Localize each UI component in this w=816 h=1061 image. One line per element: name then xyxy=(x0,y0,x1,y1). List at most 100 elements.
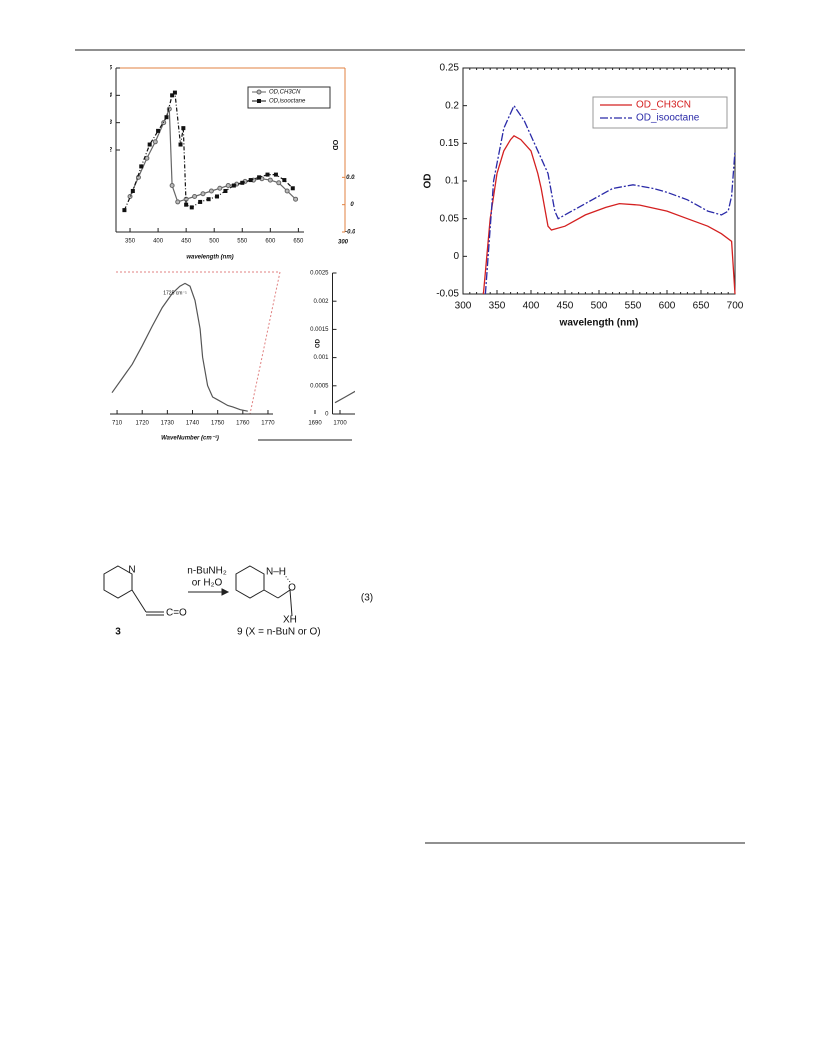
marker xyxy=(184,202,189,207)
marker xyxy=(175,199,181,205)
x-tick-label: 1760 xyxy=(236,421,250,427)
x-tick-label: 600 xyxy=(659,301,676,312)
marker xyxy=(208,188,214,194)
y-tick-label: 0 xyxy=(453,251,459,262)
reagent-1: n-BuNH₂ xyxy=(187,566,227,577)
x-tick-label: 300 xyxy=(455,301,472,312)
x-tick-label: 650 xyxy=(693,301,710,312)
marker xyxy=(152,139,158,145)
marker xyxy=(265,172,270,177)
marker xyxy=(170,93,175,98)
legend-label: OD,CH3CN xyxy=(269,90,301,96)
x-tick-label: 1700 xyxy=(333,421,347,427)
cropped-label: 300 xyxy=(338,240,349,246)
y2-tick-label: 0 xyxy=(350,202,354,208)
marker xyxy=(240,180,245,185)
x-tick-label: 1740 xyxy=(186,421,200,427)
marker xyxy=(248,178,253,183)
frame-edge xyxy=(249,271,281,415)
marker xyxy=(181,126,186,131)
compound-3-label: 3 xyxy=(115,627,121,638)
bond xyxy=(263,589,279,599)
x-tick-label: 1690 xyxy=(308,421,322,427)
arrowhead xyxy=(221,588,230,596)
y2-axis-label: OD xyxy=(331,140,338,151)
x-tick-label: 450 xyxy=(181,239,192,245)
compound-9-label: 9 (X = n-BuN or O) xyxy=(237,627,321,638)
x-tick-label: 710 xyxy=(112,421,123,427)
legend-label: OD_CH3CN xyxy=(636,100,691,111)
marker xyxy=(273,172,278,177)
marker xyxy=(130,189,135,193)
legend-marker xyxy=(257,99,261,103)
x-tick-label: 700 xyxy=(727,301,744,312)
pyridine-ring xyxy=(103,565,133,599)
x-tick-label: 400 xyxy=(153,239,164,245)
y-tick-label: 0.0015 xyxy=(310,327,329,333)
x-tick-label: 500 xyxy=(209,239,220,245)
x-tick-label: 550 xyxy=(237,239,248,245)
marker xyxy=(198,199,203,204)
y-tick-label: 0.05 xyxy=(440,213,460,224)
y-tick-label: 0.05 xyxy=(100,66,112,72)
marker xyxy=(192,193,198,199)
reagent-2: or H₂O xyxy=(192,578,223,589)
pyridine-ring xyxy=(235,565,265,599)
y-tick-label: 0.002 xyxy=(313,299,329,305)
y-axis-label: OD xyxy=(423,174,434,189)
series-line xyxy=(111,282,248,412)
left-figure: 350 400 450 500 550 600 650 0.02 0.03 0.04 0.05 -0.… xyxy=(100,66,372,442)
ketene: C=O xyxy=(166,608,187,619)
x-tick-label: 600 xyxy=(265,239,276,245)
x-axis-label: wavelength (nm) xyxy=(559,318,639,329)
marker xyxy=(257,175,262,180)
marker xyxy=(282,178,287,183)
x-tick-label: 500 xyxy=(591,301,608,312)
series-line xyxy=(334,390,355,404)
y-tick-label: 0 xyxy=(325,412,329,418)
y-tick-label: 0.04 xyxy=(100,93,112,99)
marker xyxy=(225,183,231,189)
legend-label: OD,isooctane xyxy=(269,99,306,105)
marker xyxy=(178,142,183,147)
atom-O: O xyxy=(288,583,296,594)
marker xyxy=(284,188,290,194)
y-axis-label: OD xyxy=(316,338,322,348)
marker xyxy=(215,194,220,199)
x-tick-label: 1710 xyxy=(358,421,372,427)
y-tick-label: 0.2 xyxy=(445,100,459,111)
y-tick-label: 0.15 xyxy=(440,138,460,149)
bond xyxy=(277,589,291,599)
marker xyxy=(156,128,161,133)
atom-NH: N–H xyxy=(266,567,286,578)
marker xyxy=(169,183,175,189)
annotation: 1725 cm⁻¹ xyxy=(163,290,187,296)
series-line xyxy=(123,91,294,211)
y2-tick-label: 0.01 xyxy=(346,175,358,181)
marker xyxy=(164,115,169,120)
series-line xyxy=(129,108,297,203)
marker xyxy=(189,205,194,210)
y-tick-label: 0.25 xyxy=(440,63,460,74)
x-tick-label: 1730 xyxy=(161,421,175,427)
legend-box xyxy=(247,86,331,109)
marker xyxy=(231,183,236,188)
marker xyxy=(127,193,133,199)
bond xyxy=(289,589,293,617)
x-tick-label: 550 xyxy=(625,301,642,312)
x-tick-label: 350 xyxy=(489,301,506,312)
marker xyxy=(200,191,206,197)
legend-label: OD_isooctane xyxy=(636,113,700,124)
marker xyxy=(267,177,273,183)
y-tick-label: 0.0025 xyxy=(310,271,329,277)
y-tick-label: -0.05 xyxy=(436,289,459,300)
marker xyxy=(206,197,211,202)
marker xyxy=(290,186,295,191)
x-tick-label: 450 xyxy=(557,301,574,312)
y-tick-label: 0.03 xyxy=(100,120,112,126)
y-tick-label: 0.02 xyxy=(100,148,112,154)
marker xyxy=(147,142,152,147)
x-tick-label: 400 xyxy=(523,301,540,312)
